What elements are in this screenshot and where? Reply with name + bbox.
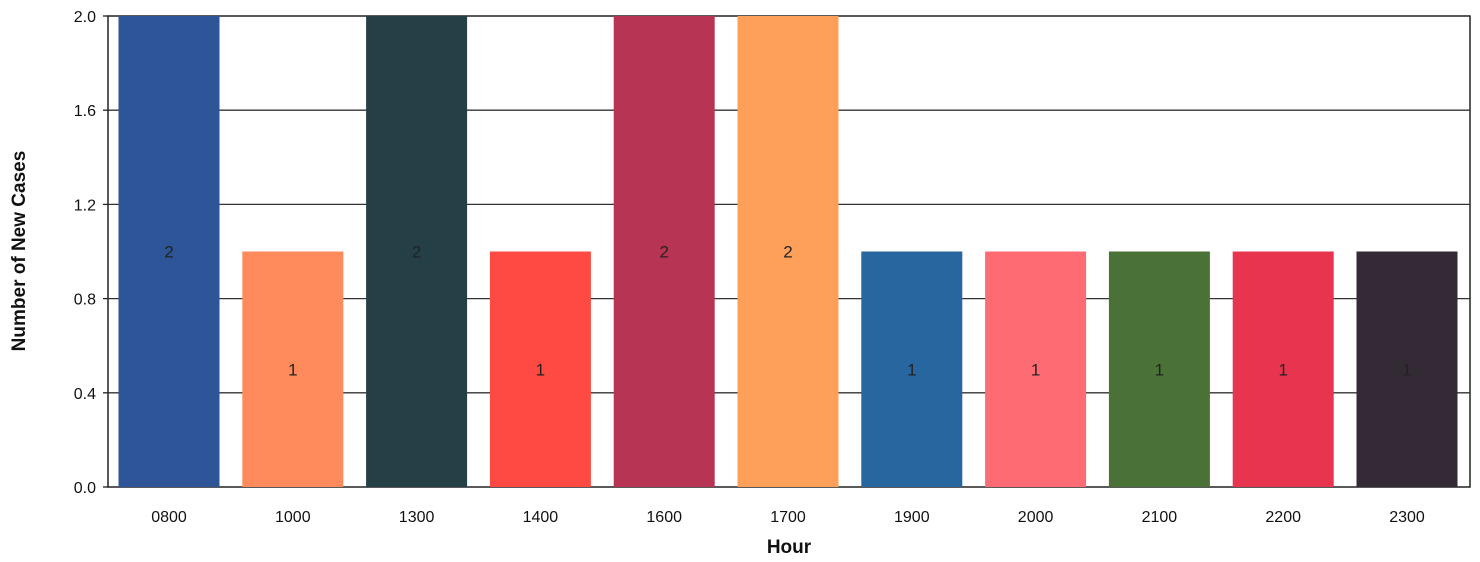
x-tick-label-1300: 1300	[399, 509, 435, 526]
x-tick-label-1000: 1000	[275, 509, 311, 526]
bar-data-label-1900: 1	[907, 360, 916, 379]
y-tick-label: 1.6	[74, 103, 96, 120]
bar-data-label-1700: 2	[783, 243, 792, 262]
bar-2000	[985, 251, 1087, 487]
bar-1900	[861, 251, 963, 487]
y-tick-label: 0.4	[74, 386, 96, 403]
bar-1600	[613, 16, 715, 487]
y-axis-title: Number of New Cases	[9, 151, 30, 352]
x-tick-label-1400: 1400	[523, 509, 559, 526]
y-tick-label: 2.0	[74, 9, 96, 26]
x-tick-label-2000: 2000	[1018, 509, 1054, 526]
bar-0800	[118, 16, 220, 487]
bar-data-label-2100: 1	[1155, 360, 1164, 379]
x-axis-title: Hour	[767, 537, 812, 558]
x-tick-label-1900: 1900	[894, 509, 930, 526]
x-tick-label-1700: 1700	[770, 509, 806, 526]
x-tick-label-2100: 2100	[1142, 509, 1178, 526]
bar-1400	[489, 251, 591, 487]
bar-2200	[1232, 251, 1334, 487]
bar-data-label-1400: 1	[536, 360, 545, 379]
bar-data-label-0800: 2	[164, 243, 173, 262]
bar-1000	[242, 251, 344, 487]
x-axis-ticks: 0800 1000 1300 1400 1600 1700 1900 2000 2100 2200…	[151, 509, 1425, 526]
y-tick-label: 0.8	[74, 292, 96, 309]
bar-1700	[737, 16, 839, 487]
bar-2100	[1108, 251, 1210, 487]
y-tick-label: 0.0	[74, 480, 96, 497]
x-tick-label-2300: 2300	[1389, 509, 1425, 526]
y-axis-ticks: 0.0 0.4 0.8 1.2 1.6 2.0	[74, 9, 108, 497]
y-tick-label: 1.2	[74, 197, 96, 214]
bar-data-label-1600: 2	[659, 243, 668, 262]
bar-data-label-2000: 1	[1031, 360, 1040, 379]
bar-2300	[1356, 251, 1458, 487]
bar-data-label-1300: 2	[412, 243, 421, 262]
bar-data-labels: 2 1 2 1 2 2 1 1 1 1 1	[164, 243, 1411, 380]
bar-data-label-2200: 1	[1278, 360, 1287, 379]
bars	[118, 16, 1458, 487]
x-tick-label-2200: 2200	[1265, 509, 1301, 526]
bar-1300	[366, 16, 468, 487]
x-tick-label-1600: 1600	[646, 509, 682, 526]
bar-data-label-2300: 1	[1402, 360, 1411, 379]
x-tick-label-0800: 0800	[151, 509, 187, 526]
bar-data-label-1000: 1	[288, 360, 297, 379]
